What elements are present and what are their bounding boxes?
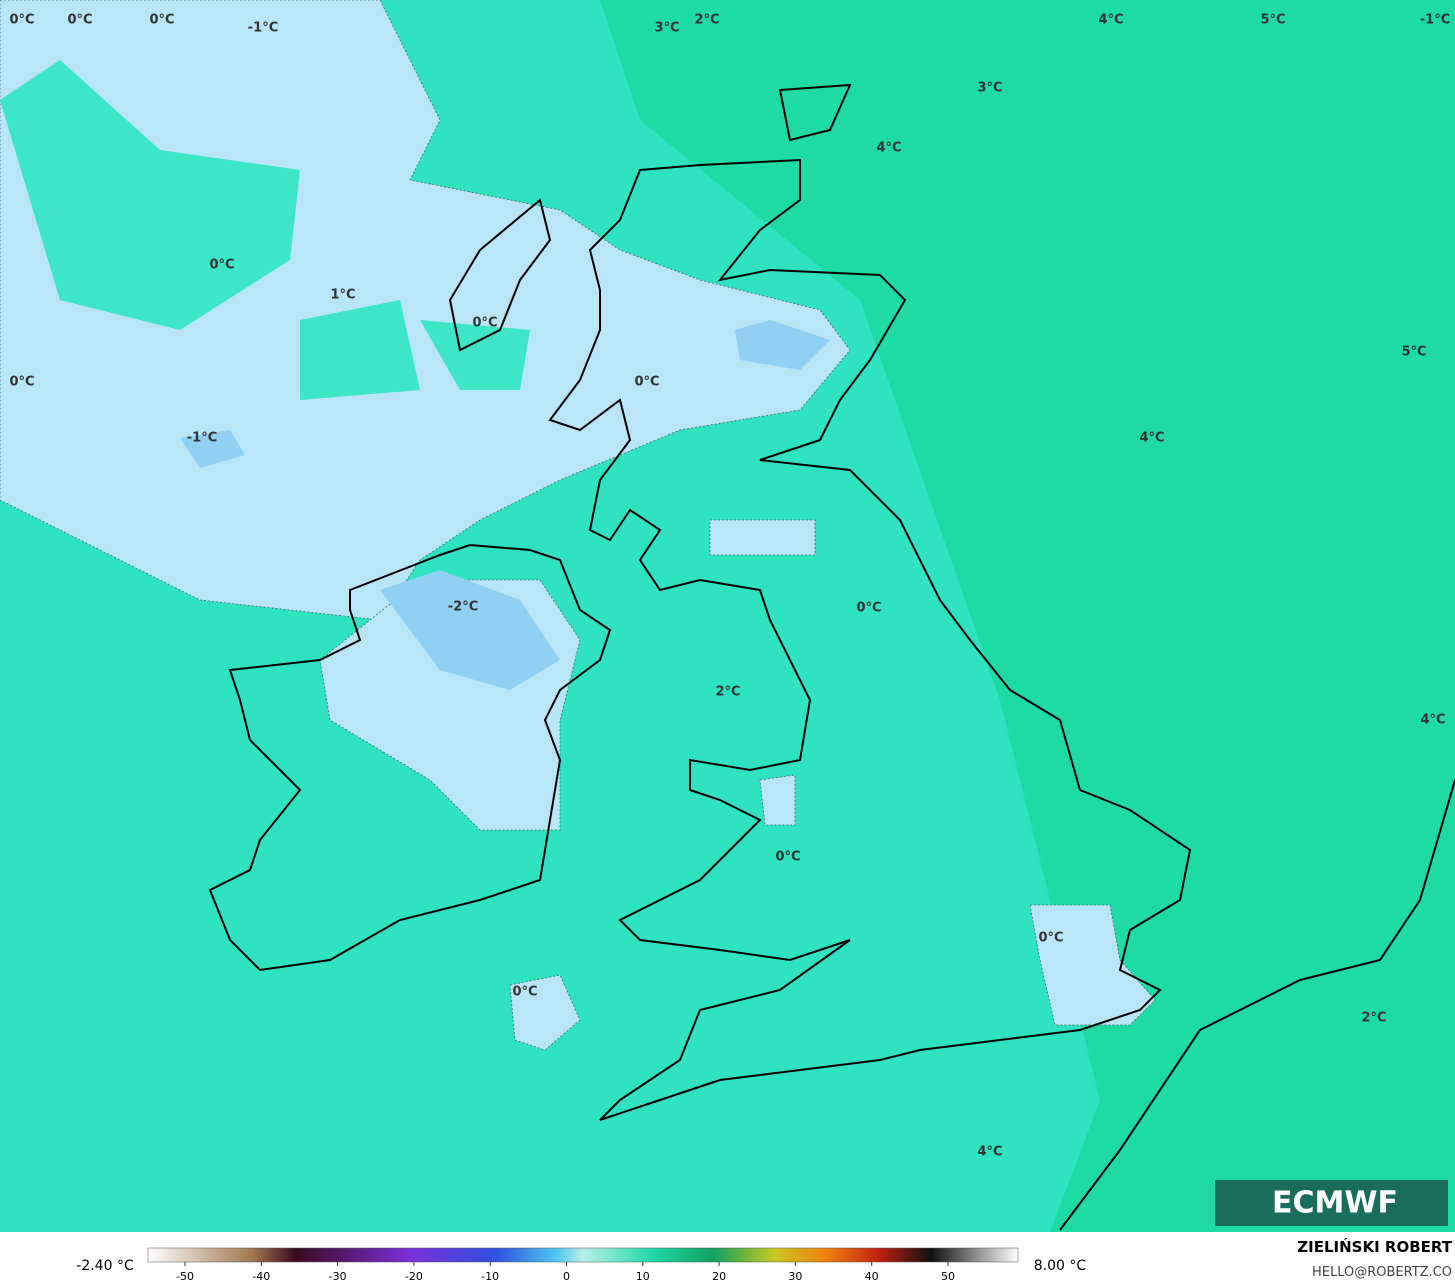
temperature-label: 5°C	[1260, 13, 1285, 28]
temperature-label: -1°C	[248, 21, 278, 36]
colorbar-tick-label: -40	[252, 1270, 270, 1283]
temperature-label: 4°C	[876, 141, 901, 156]
temperature-label: -2°C	[448, 600, 478, 615]
temperature-label: 3°C	[977, 81, 1002, 96]
credit-email: HELLO@ROBERTZ.CO	[1312, 1265, 1452, 1280]
colder-zone	[380, 570, 560, 690]
logo-box	[1215, 1180, 1448, 1226]
temperature-label: 1°C	[330, 288, 355, 303]
temperature-label: 0°C	[9, 375, 34, 390]
colder-patch	[180, 320, 830, 468]
colorbar-max: 8.00 °C	[1034, 1258, 1087, 1274]
colorbar-min: -2.40 °C	[76, 1258, 134, 1274]
temperature-label: 0°C	[856, 601, 881, 616]
temperature-label: 3°C	[654, 21, 679, 36]
temperature-label: 0°C	[634, 375, 659, 390]
temperature-label: 0°C	[512, 985, 537, 1000]
colorbar-tick-label: 0	[563, 1270, 570, 1283]
temperature-label: 5°C	[1401, 345, 1426, 360]
colorbar-tick-label: 50	[941, 1270, 955, 1283]
colorbar-ticks: -50 -40 -30 -20 -10 0 10 20 30 40 50	[176, 1262, 955, 1283]
colorbar	[147, 1247, 1019, 1263]
temperature-label: 0°C	[149, 13, 174, 28]
temperature-label: -1°C	[1420, 13, 1450, 28]
colorbar-tick-label: -50	[176, 1270, 194, 1283]
temperature-label: -1°C	[187, 431, 217, 446]
temperature-label: 0°C	[9, 13, 34, 28]
coastline-other	[448, 83, 1455, 1231]
coastline-ireland	[208, 543, 612, 972]
temperature-labels: 0°C 0°C 0°C -1°C 3°C 2°C 4°C 5°C -1°C 3°C 4°C 0°C 1°…	[9, 13, 1450, 1160]
temperature-label: 4°C	[977, 1145, 1002, 1160]
temperature-label: 4°C	[1139, 431, 1164, 446]
temperature-label: 0°C	[472, 316, 497, 331]
cold-zone	[0, 0, 851, 621]
warm-patch	[0, 60, 530, 400]
logo-text: ECMWF	[1272, 1186, 1398, 1221]
temperature-label: 2°C	[715, 685, 740, 700]
temperature-label: 2°C	[694, 13, 719, 28]
cold-patch	[509, 519, 1156, 1051]
colorbar-tick-label: -10	[481, 1270, 499, 1283]
colorbar-tick-label: 20	[712, 1270, 726, 1283]
coastline-gb	[548, 158, 1192, 1121]
temperature-label: 4°C	[1420, 713, 1445, 728]
credit-name: ZIELIŃSKI ROBERT	[1297, 1237, 1452, 1256]
colorbar-tick-label: -30	[329, 1270, 347, 1283]
colorbar-tick-label: -20	[405, 1270, 423, 1283]
temperature-label: 0°C	[775, 850, 800, 865]
temperature-label: 0°C	[67, 13, 92, 28]
temperature-label: 2°C	[1361, 1011, 1386, 1026]
temperature-label: 0°C	[1038, 931, 1063, 946]
colorbar-tick-label: 40	[865, 1270, 879, 1283]
colorbar-tick-label: 10	[636, 1270, 650, 1283]
logo: ECMWF	[1215, 1180, 1448, 1226]
temperature-label: 4°C	[1098, 13, 1123, 28]
temperature-label: 0°C	[209, 258, 234, 273]
colorbar-tick-label: 30	[788, 1270, 802, 1283]
warm-zone	[600, 0, 1455, 1232]
